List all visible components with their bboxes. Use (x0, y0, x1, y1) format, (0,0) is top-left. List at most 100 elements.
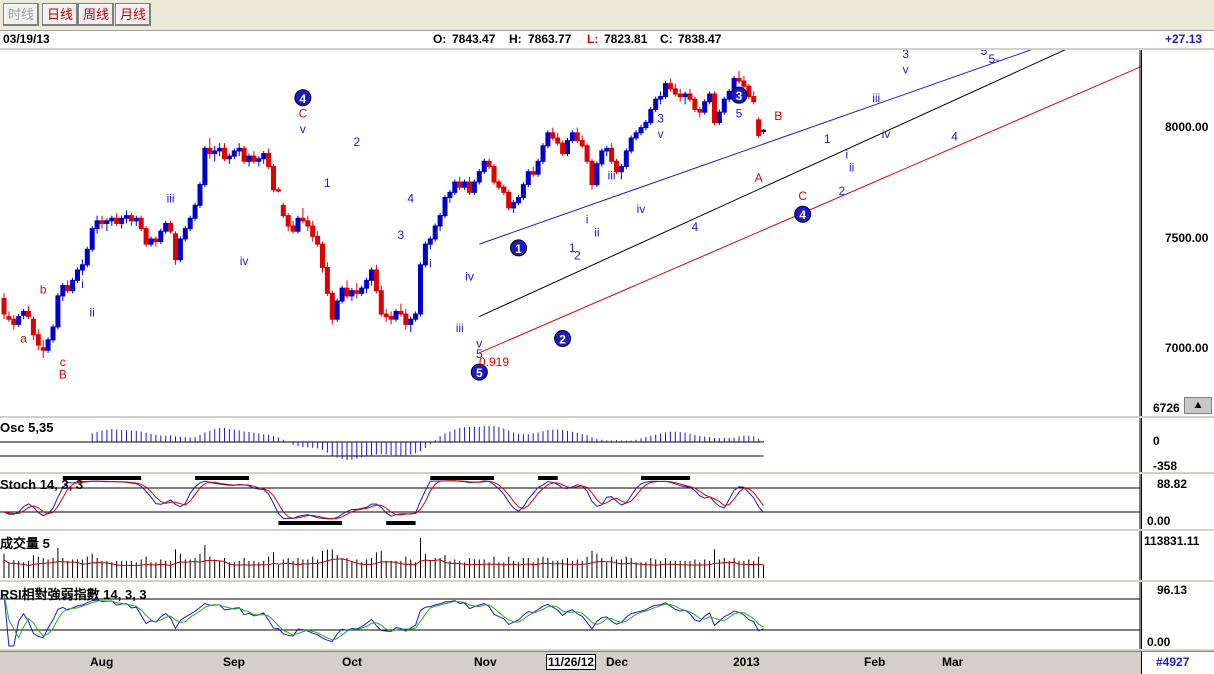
wave-label: 3 (902, 50, 909, 61)
candle-body (569, 132, 575, 142)
candle-body (329, 292, 335, 320)
candle-body (516, 197, 521, 204)
volume-panel: 成交量 5 (0, 531, 1141, 580)
candle-body (187, 217, 193, 230)
stoch-value: 88.82 (1157, 477, 1188, 491)
volume-axis: 113831.11 (1141, 531, 1214, 580)
stoch-axis: 88.82 0.00 (1141, 474, 1214, 529)
candle-body (55, 295, 61, 328)
wave-label: 3 (736, 89, 743, 103)
wave-label: 1 (824, 132, 831, 146)
wave-label: 5 (736, 106, 743, 120)
candle-body (535, 160, 541, 175)
channel-line (479, 8, 1156, 318)
candle-body (506, 191, 512, 209)
candle-body (339, 287, 345, 302)
candle-body (672, 88, 678, 95)
wave-label: 0.919 (479, 355, 509, 369)
candle-body (315, 235, 321, 245)
date-axis: Aug Sep Oct Nov 11/26/12 Dec 2013 Feb Ma… (0, 651, 1141, 674)
candle-body (21, 310, 27, 316)
candle-body (295, 217, 301, 232)
year-2013: 2013 (733, 655, 760, 669)
price-axis: 8000.00 7500.00 7000.00 6726 ⛰ (1141, 50, 1214, 416)
wave-label: i (845, 148, 848, 162)
monthly-button[interactable]: 月线 (115, 3, 152, 26)
candle-body (501, 186, 507, 193)
candle-body (153, 238, 159, 243)
candle-body (65, 285, 71, 292)
rsi-panel: RSI相對強弱指數 14, 3, 3 (0, 582, 1141, 649)
candle-body (251, 155, 257, 162)
candle-body (290, 225, 296, 232)
candle-body (148, 238, 154, 245)
wave-label: 2 (353, 135, 360, 149)
open-value: 7843.47 (452, 32, 496, 46)
month-dec: Dec (606, 655, 629, 669)
change-value: +27.13 (1165, 32, 1203, 46)
candle-body (648, 109, 654, 123)
stoch-zone-bar (195, 476, 249, 480)
wave-circle (470, 363, 488, 381)
wave-label: iv (240, 254, 249, 268)
wave-label: 4 (407, 192, 414, 206)
candle-body (618, 165, 624, 173)
weekly-button[interactable]: 周线 (78, 3, 115, 26)
candle-body (761, 129, 766, 133)
osc-title: Osc 5,35 (0, 420, 54, 435)
candle-body (481, 160, 487, 173)
daily-button[interactable]: 日线 (42, 3, 79, 26)
candle-body (246, 155, 252, 162)
candle-body (707, 93, 713, 103)
candle-body (222, 147, 227, 160)
wave-label: i (81, 277, 84, 291)
candle-body (633, 132, 639, 139)
candle-body (565, 140, 570, 155)
wave-label: B (59, 368, 67, 382)
candle-body (354, 290, 360, 294)
candle-body (653, 98, 659, 111)
candle-body (236, 147, 242, 152)
candle-body (560, 142, 566, 155)
candle-body (638, 127, 644, 134)
candle-body (682, 93, 688, 98)
wave-circle (294, 89, 312, 107)
wave-label: b (40, 282, 47, 296)
candle-body (398, 310, 404, 315)
wave-label: 5 (476, 347, 483, 361)
rsi-line (3, 593, 764, 647)
candle-body (324, 266, 330, 294)
candle-body (471, 181, 477, 193)
wave-label: 2 (559, 332, 566, 346)
stoch-zone-bar (430, 476, 494, 480)
wave-label: 1 (515, 242, 522, 256)
wave-label: 4 (951, 130, 958, 144)
month-aug: Aug (90, 655, 114, 669)
wave-label: iv (465, 269, 474, 283)
candle-body (94, 220, 100, 230)
candle-body (26, 310, 31, 318)
wave-label: iv (882, 127, 891, 141)
hourly-button[interactable]: 时线 (3, 3, 40, 26)
stoch-d-line (3, 480, 764, 520)
candle-body (716, 111, 722, 123)
osc-axis: 0 -358 (1141, 418, 1214, 473)
candle-body (422, 243, 428, 266)
wave-label: C (299, 106, 308, 120)
wave-label: B (774, 109, 782, 123)
candle-body (285, 215, 291, 227)
candle-body (158, 230, 164, 243)
rsi-chart (0, 582, 1141, 649)
candle-body (114, 217, 120, 224)
volume-chart (3, 531, 1141, 580)
candle-body (520, 184, 526, 199)
candle-body (476, 171, 482, 183)
wave-label: iii (167, 192, 175, 206)
wave-circle (794, 205, 812, 223)
candle-body (418, 264, 423, 315)
candle-body (1, 297, 7, 315)
wave-label: 3 (398, 228, 405, 242)
wave-label: i (586, 212, 589, 226)
scale-toggle-icon[interactable]: ⛰ (1184, 397, 1212, 414)
